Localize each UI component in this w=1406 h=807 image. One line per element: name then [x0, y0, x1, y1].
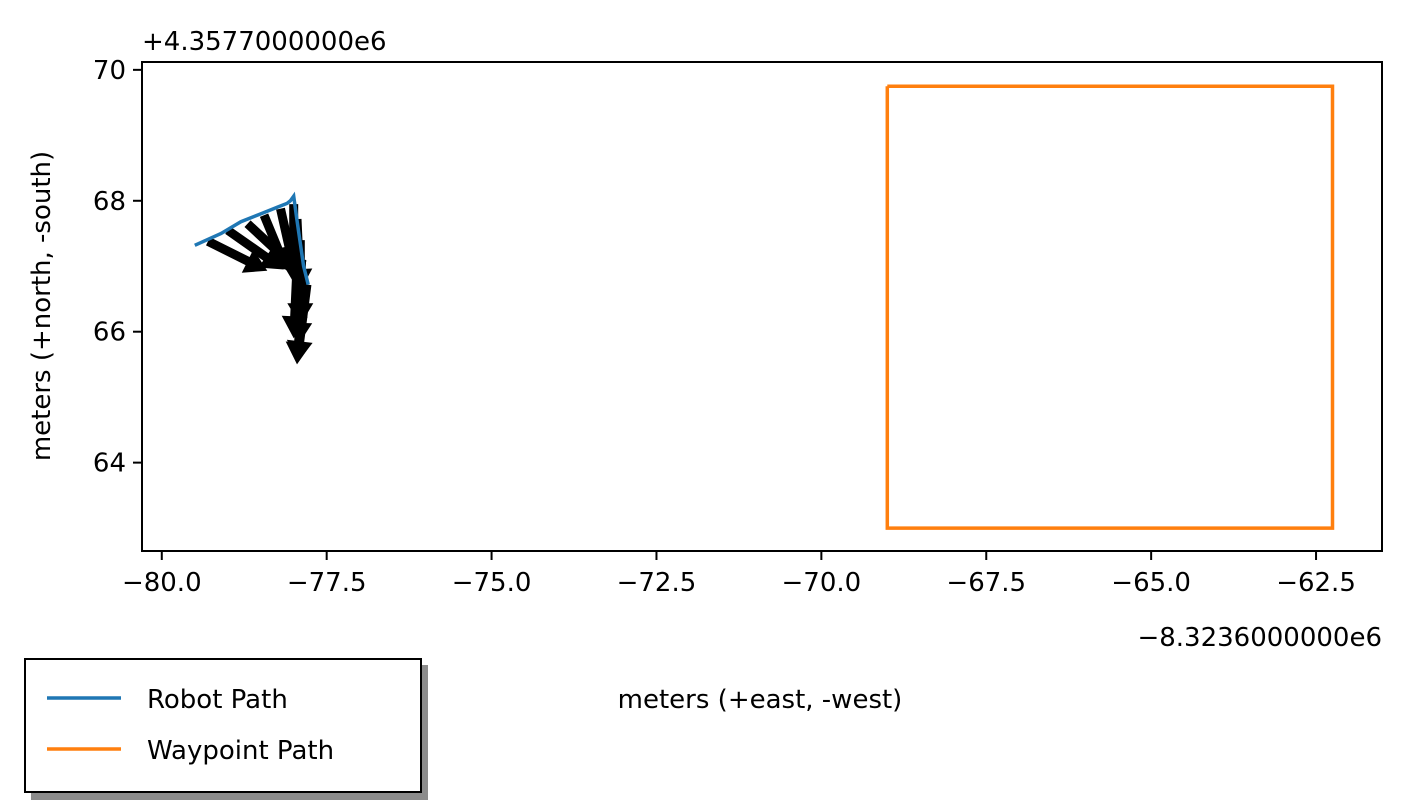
heading-arrow — [259, 213, 291, 271]
legend: Robot Path Waypoint Path — [24, 658, 428, 800]
x-tick-label: −72.5 — [617, 568, 697, 598]
x-offset-label: −8.3236000000e6 — [1137, 623, 1382, 653]
x-tick-label: −67.5 — [946, 568, 1026, 598]
x-tick-label: −77.5 — [287, 568, 367, 598]
legend-label-waypoint-path: Waypoint Path — [147, 736, 334, 766]
legend-box — [24, 658, 422, 793]
y-tick-label: 68 — [93, 187, 126, 217]
x-tick-label: −80.0 — [122, 568, 202, 598]
heading-arrow — [281, 266, 308, 339]
y-axis: 64 66 68 70 — [93, 56, 142, 479]
x-tick-label: −70.0 — [782, 568, 862, 598]
x-tick-label: −62.5 — [1276, 568, 1356, 598]
x-axis-label: meters (+east, -west) — [618, 685, 903, 715]
x-tick-label: −75.0 — [452, 568, 532, 598]
y-offset-label: +4.3577000000e6 — [142, 27, 387, 57]
heading-arrow — [225, 226, 284, 270]
plot-area — [142, 62, 1382, 551]
x-axis: −80.0 −77.5 −75.0 −72.5 −70.0 −67.5 −65.0 −62.5 — [122, 551, 1356, 598]
y-tick-label: 66 — [93, 318, 126, 348]
waypoint-path-line — [885, 84, 1335, 530]
heading-arrow — [206, 237, 268, 273]
x-tick-label: −65.0 — [1111, 568, 1191, 598]
y-axis-label: meters (+north, -south) — [27, 151, 57, 461]
y-tick-label: 70 — [93, 56, 126, 86]
series-group — [194, 84, 1335, 530]
robot-path-line — [194, 191, 310, 286]
legend-label-robot-path: Robot Path — [147, 685, 288, 715]
y-tick-label: 64 — [93, 449, 126, 479]
plot-frame — [141, 61, 1383, 552]
